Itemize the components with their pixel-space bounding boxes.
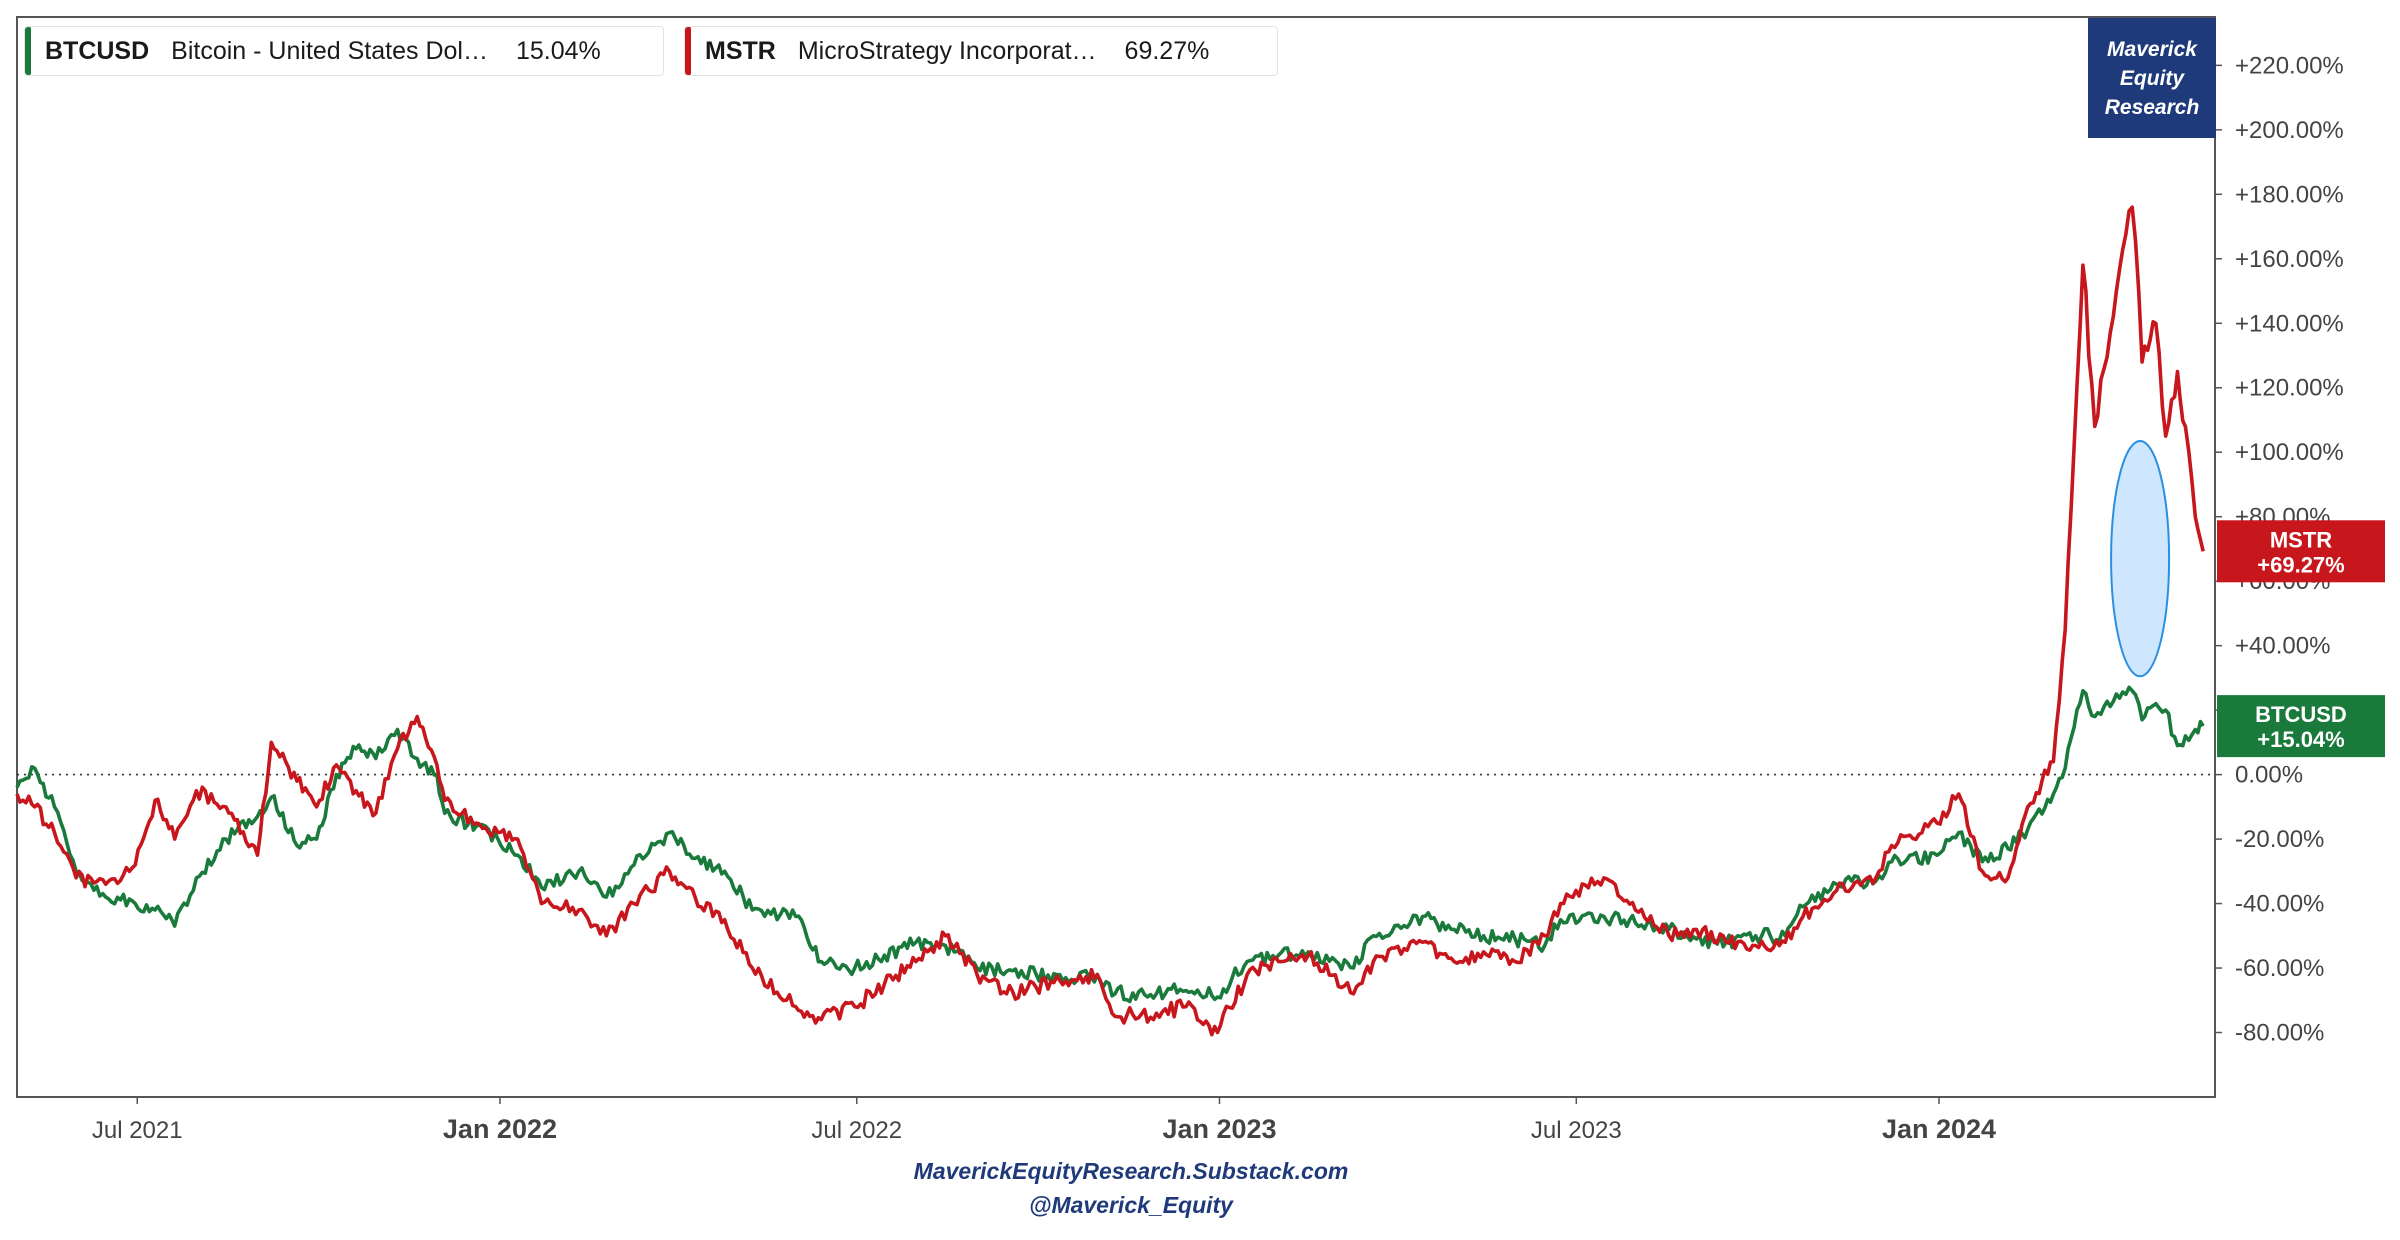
brand-line-3: Research	[2104, 95, 2200, 119]
last-value-labels: BTCUSD+15.04% MSTR+69.27%	[2217, 520, 2385, 758]
last-value-tag-btcusd	[2217, 695, 2385, 758]
x-tick-label: Jan 2024	[1882, 1114, 1996, 1144]
legend-mstr-value: 69.27%	[1124, 36, 1210, 65]
annotation-ellipse-0	[2110, 439, 2171, 678]
y-tick-label: +120.00%	[2235, 375, 2344, 402]
legend-btcusd-description: Bitcoin - United States Dol…	[171, 36, 488, 65]
legend-mstr-description: MicroStrategy Incorporat…	[797, 36, 1097, 65]
x-tick-label: Jan 2023	[1162, 1114, 1276, 1144]
x-tick-label: Jan 2022	[443, 1114, 557, 1144]
series-lines	[15, 205, 2205, 1037]
series-line-btcusd	[15, 685, 2205, 1004]
legend-btcusd[interactable]: BTCUSD Bitcoin - United States Dol… 15.0…	[24, 26, 664, 76]
y-tick-label: +140.00%	[2235, 310, 2344, 337]
y-tick-label: 0.00%	[2235, 762, 2303, 789]
last-value-number: +15.04%	[2257, 727, 2344, 752]
y-tick-label: -40.00%	[2235, 891, 2324, 918]
brand-line-1: Maverick	[2107, 37, 2197, 61]
y-tick-label: -20.00%	[2235, 826, 2324, 853]
last-value-tag-mstr	[2217, 520, 2385, 583]
y-tick-label: -60.00%	[2235, 955, 2324, 982]
legend-mstr-swatch	[685, 27, 691, 75]
brand-logo: Maverick Equity Research	[2088, 18, 2216, 138]
footer-handle: @Maverick_Equity	[1029, 1192, 1233, 1218]
highlight-ellipse	[2110, 439, 2171, 678]
brand-line-2: Equity	[2119, 66, 2185, 90]
plot-frame	[16, 16, 2216, 1098]
last-value-symbol: MSTR	[2270, 527, 2332, 552]
legend-btcusd-swatch	[25, 27, 31, 75]
series-line-mstr	[15, 205, 2205, 1037]
footer-website: MaverickEquityResearch.Substack.com	[913, 1158, 1349, 1184]
x-axis-ticks: Jul 2021 Jan 2022 Jul 2022 Jan 2023 Jul 2023…	[92, 1097, 1996, 1144]
last-value-symbol: BTCUSD	[2255, 702, 2347, 727]
y-tick-label: +40.00%	[2235, 633, 2330, 660]
last-value-number: +69.27%	[2257, 552, 2344, 577]
legend-btcusd-symbol: BTCUSD	[45, 36, 150, 65]
y-tick-label: +100.00%	[2235, 439, 2344, 466]
legend-btcusd-value: 15.04%	[515, 36, 601, 65]
y-tick-label: +180.00%	[2235, 181, 2344, 208]
legend-mstr-symbol: MSTR	[705, 36, 776, 65]
y-tick-label: +220.00%	[2235, 52, 2344, 79]
y-tick-label: -80.00%	[2235, 1020, 2324, 1047]
y-tick-label: +200.00%	[2235, 117, 2344, 144]
x-tick-label: Jul 2023	[1531, 1117, 1622, 1144]
x-tick-label: Jul 2022	[811, 1117, 902, 1144]
y-tick-label: +160.00%	[2235, 246, 2344, 273]
legend-mstr[interactable]: MSTR MicroStrategy Incorporat… 69.27%	[684, 26, 1278, 76]
x-tick-label: Jul 2021	[92, 1117, 183, 1144]
